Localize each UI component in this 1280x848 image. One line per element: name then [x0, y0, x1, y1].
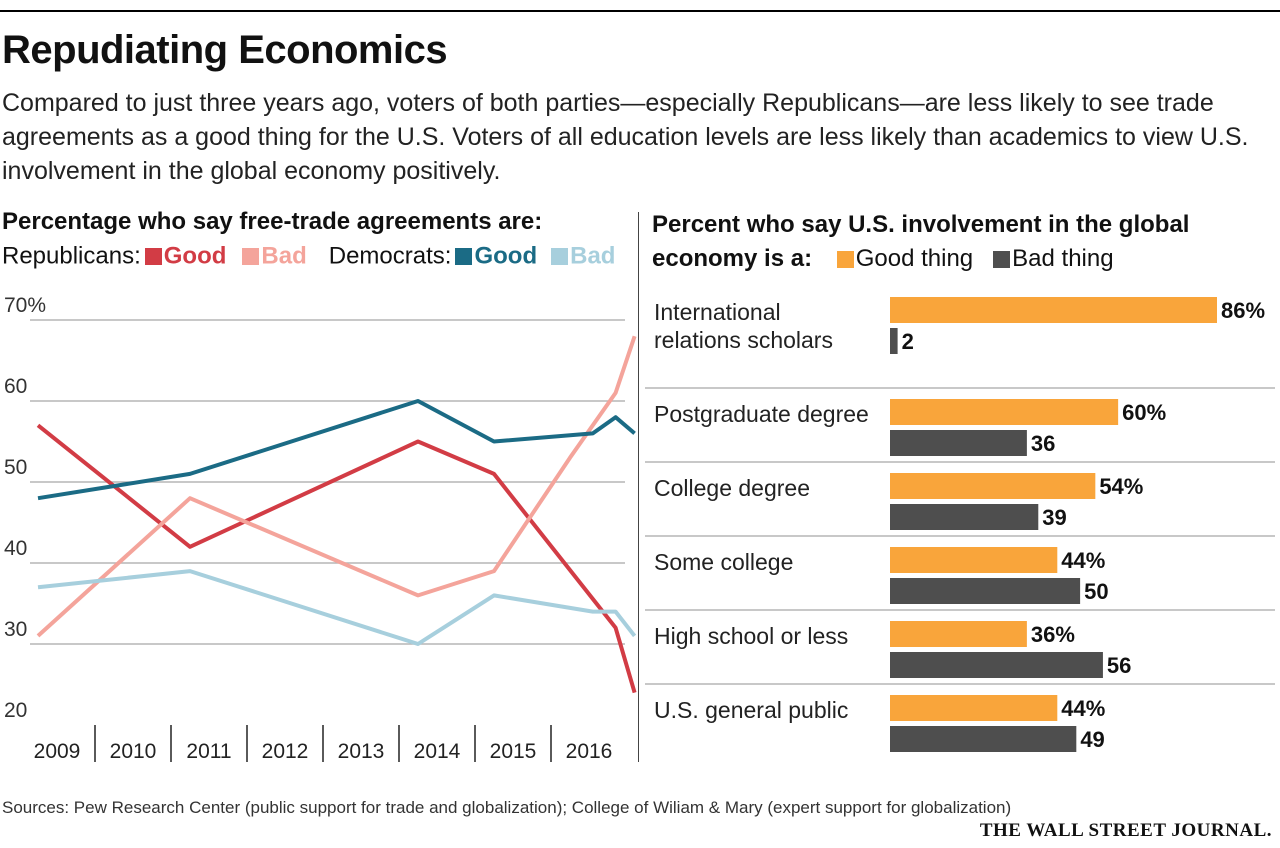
y-tick-label: 70%	[4, 294, 46, 317]
legend-rep-bad-label: Bad	[261, 242, 307, 270]
legend-dem-good-label: Good	[474, 242, 538, 270]
legend-bad-thing-swatch	[993, 251, 1011, 269]
legend-good-thing-swatch	[836, 251, 854, 269]
category-label: Some college	[654, 549, 793, 575]
legend-rep-bad-swatch	[242, 248, 260, 266]
sources-note: Sources: Pew Research Center (public sup…	[2, 798, 1012, 817]
good-thing-bar	[890, 621, 1027, 647]
legend-dem-good-swatch	[455, 248, 473, 266]
bad-thing-value-label: 39	[1042, 505, 1066, 530]
y-tick-label: 40	[4, 537, 27, 560]
bad-thing-value-label: 50	[1084, 579, 1108, 604]
trade-agreements-line-chart: 70% 60 50 40 30 20 2009 2010 2011 2012 2013 2014 201…	[4, 294, 637, 763]
good-thing-bar	[890, 297, 1217, 323]
right-heading-line2: economy is a:	[652, 245, 813, 272]
good-thing-value-label: 44%	[1061, 696, 1105, 721]
bad-thing-bar	[890, 504, 1039, 530]
good-thing-bar	[890, 473, 1096, 499]
x-tick-label: 2010	[110, 740, 157, 763]
bad-thing-bar	[890, 652, 1103, 678]
legend-rep-good-label: Good	[163, 242, 227, 270]
y-tick-label: 30	[4, 618, 27, 641]
x-tick-label: 2014	[414, 740, 461, 763]
x-tick-label: 2016	[566, 740, 613, 763]
good-thing-value-label: 60%	[1122, 400, 1166, 425]
bad-thing-value-label: 56	[1107, 653, 1131, 678]
x-tick-label: 2015	[490, 740, 537, 763]
legend-bad-thing-label: Bad thing	[1012, 245, 1114, 272]
category-label: College degree	[654, 475, 810, 501]
y-tick-label: 20	[4, 699, 27, 722]
series-line-rep-good	[36, 423, 637, 694]
good-thing-bar	[890, 547, 1058, 573]
page-title: Repudiating Economics	[2, 28, 448, 72]
good-thing-value-label: 54%	[1099, 474, 1143, 499]
x-tick-label: 2009	[34, 740, 81, 763]
legend-good-thing-label: Good thing	[855, 245, 974, 272]
series-line-rep-bad	[36, 335, 637, 638]
panel-divider	[638, 212, 639, 762]
good-thing-value-label: 36%	[1031, 622, 1075, 647]
top-rule	[0, 10, 1280, 12]
category-label: High school or less	[654, 623, 848, 649]
x-tick-label: 2012	[262, 740, 309, 763]
x-tick-label: 2011	[186, 740, 231, 763]
legend-republicans-label: Republicans:	[2, 242, 141, 270]
category-label: International	[654, 299, 781, 325]
good-thing-bar	[890, 399, 1119, 425]
series-line-dem-bad	[37, 569, 637, 646]
bad-thing-bar	[890, 430, 1027, 456]
good-thing-value-label: 44%	[1061, 548, 1105, 573]
legend-rep-good-swatch	[144, 248, 162, 266]
bad-thing-value-label: 36	[1031, 431, 1055, 456]
bad-thing-value-label: 2	[902, 329, 914, 354]
good-thing-value-label: 86%	[1221, 298, 1265, 323]
y-tick-label: 50	[4, 456, 27, 479]
publisher-credit: THE WALL STREET JOURNAL.	[979, 820, 1272, 841]
left-chart-legend: Republicans: Good Bad Democrats: Good Bad	[2, 242, 615, 271]
legend-democrats-label: Democrats:	[328, 242, 452, 270]
y-tick-label: 60	[4, 375, 27, 398]
good-thing-bar	[890, 695, 1058, 721]
bad-thing-value-label: 49	[1080, 727, 1104, 752]
series-line-dem-good	[37, 399, 636, 501]
right-chart-heading: Percent who say U.S. involvement in the …	[652, 208, 1189, 276]
legend-dem-bad-label: Bad	[570, 242, 616, 270]
bad-thing-bar	[890, 578, 1081, 604]
category-label: U.S. general public	[654, 697, 848, 723]
category-label: Postgraduate degree	[654, 401, 869, 427]
bad-thing-bar	[890, 328, 898, 354]
page-subtitle: Compared to just three years ago, voters…	[2, 89, 1249, 185]
category-label: relations scholars	[654, 327, 833, 353]
right-heading-line1: Percent who say U.S. involvement in the …	[652, 211, 1190, 238]
legend-dem-bad-swatch	[551, 248, 569, 266]
bad-thing-bar	[890, 726, 1077, 752]
x-tick-label: 2013	[338, 740, 385, 763]
left-chart-heading: Percentage who say free-trade agreements…	[2, 208, 543, 235]
